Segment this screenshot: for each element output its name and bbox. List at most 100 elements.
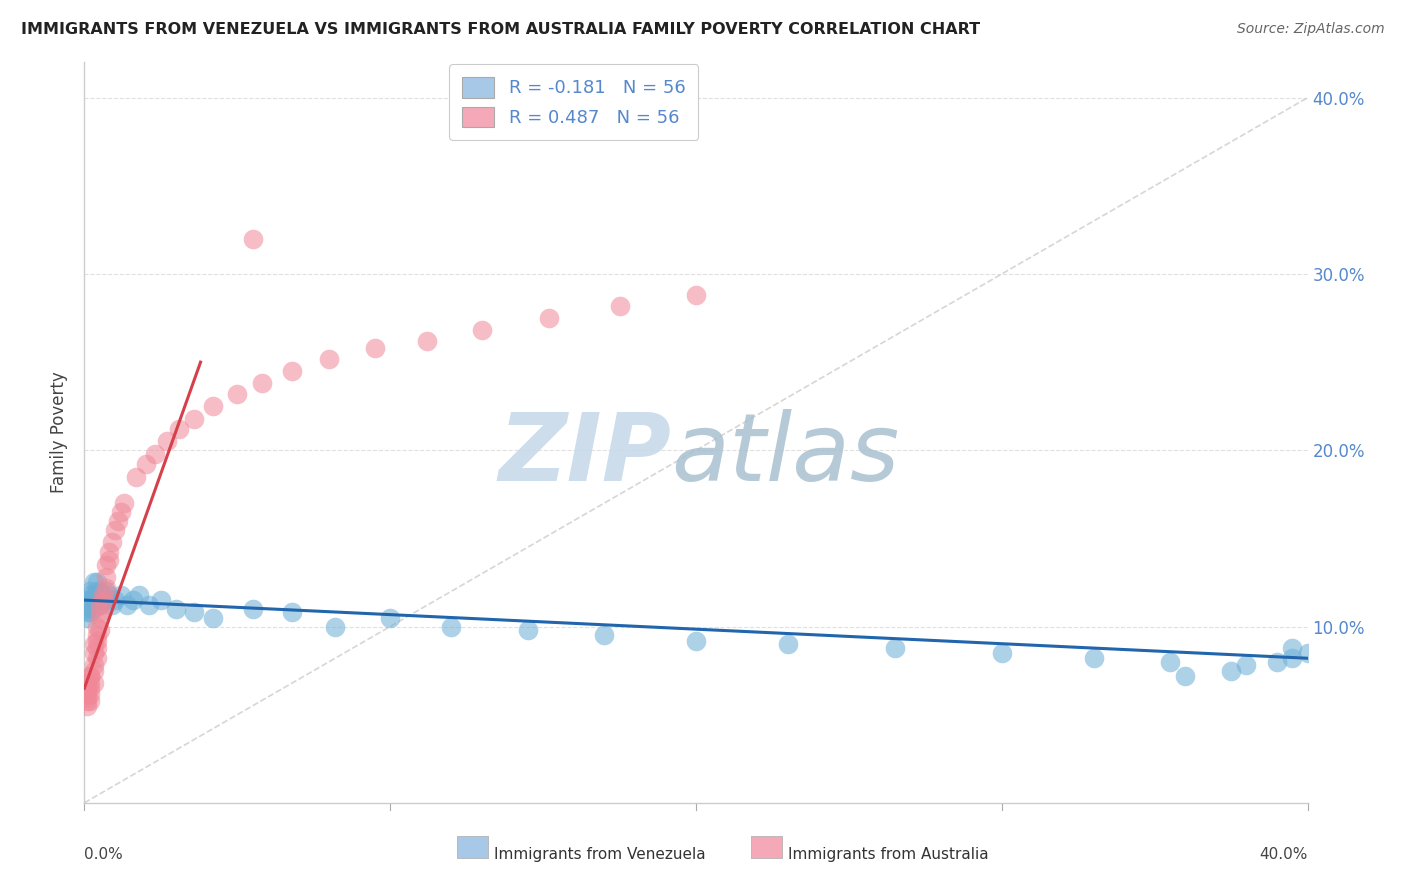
Point bbox=[183, 411, 205, 425]
Point bbox=[323, 619, 346, 633]
Point bbox=[86, 584, 108, 599]
Point bbox=[201, 610, 224, 624]
Text: 0.0%: 0.0% bbox=[84, 847, 124, 863]
Point bbox=[86, 628, 108, 642]
Point bbox=[83, 588, 105, 602]
Point bbox=[593, 628, 616, 642]
Point bbox=[79, 681, 101, 696]
Point bbox=[83, 676, 105, 690]
Point bbox=[156, 434, 179, 449]
Point bbox=[138, 599, 160, 613]
Legend: R = -0.181   N = 56, R = 0.487   N = 56: R = -0.181 N = 56, R = 0.487 N = 56 bbox=[449, 64, 699, 140]
Point bbox=[89, 606, 111, 620]
Text: IMMIGRANTS FROM VENEZUELA VS IMMIGRANTS FROM AUSTRALIA FAMILY POVERTY CORRELATIO: IMMIGRANTS FROM VENEZUELA VS IMMIGRANTS … bbox=[21, 22, 980, 37]
Point bbox=[1265, 655, 1288, 669]
Point bbox=[440, 619, 463, 633]
Point bbox=[89, 584, 111, 599]
Point bbox=[89, 599, 111, 613]
Point bbox=[1220, 664, 1243, 678]
Point bbox=[83, 602, 105, 616]
Point bbox=[83, 646, 105, 660]
Point bbox=[76, 690, 98, 704]
Text: ZIP: ZIP bbox=[499, 409, 672, 500]
Point bbox=[165, 602, 187, 616]
Point bbox=[86, 619, 108, 633]
Point bbox=[83, 664, 105, 678]
Point bbox=[94, 581, 117, 595]
Point bbox=[122, 593, 145, 607]
Point bbox=[91, 588, 114, 602]
Point bbox=[416, 334, 439, 348]
Point bbox=[242, 232, 264, 246]
Point bbox=[89, 593, 111, 607]
Point bbox=[104, 593, 127, 607]
Point bbox=[1281, 640, 1303, 655]
Point bbox=[76, 698, 98, 713]
Point bbox=[76, 693, 98, 707]
Point bbox=[76, 593, 98, 607]
Point bbox=[281, 606, 304, 620]
Point bbox=[83, 575, 105, 590]
Point bbox=[1281, 651, 1303, 665]
Point bbox=[79, 676, 101, 690]
Point bbox=[1174, 669, 1197, 683]
Text: Immigrants from Australia: Immigrants from Australia bbox=[787, 847, 988, 863]
Point bbox=[97, 588, 120, 602]
Point bbox=[89, 588, 111, 602]
Point bbox=[79, 669, 101, 683]
Point bbox=[107, 514, 129, 528]
Point bbox=[86, 640, 108, 655]
Point bbox=[883, 640, 905, 655]
Point bbox=[380, 610, 402, 624]
Y-axis label: Family Poverty: Family Poverty bbox=[51, 372, 69, 493]
Point bbox=[76, 602, 98, 616]
Point bbox=[242, 602, 264, 616]
Point bbox=[89, 599, 111, 613]
Point bbox=[110, 588, 132, 602]
Point bbox=[91, 593, 114, 607]
Point bbox=[1296, 646, 1319, 660]
Point bbox=[1083, 651, 1105, 665]
Point bbox=[94, 570, 117, 584]
Point bbox=[86, 651, 108, 665]
Text: Source: ZipAtlas.com: Source: ZipAtlas.com bbox=[1237, 22, 1385, 37]
Point bbox=[76, 610, 98, 624]
Point bbox=[991, 646, 1014, 660]
FancyBboxPatch shape bbox=[751, 836, 782, 858]
Point bbox=[125, 469, 148, 483]
Point bbox=[281, 364, 304, 378]
Point bbox=[609, 299, 631, 313]
Point bbox=[516, 623, 538, 637]
Point bbox=[76, 676, 98, 690]
Point bbox=[79, 686, 101, 700]
Point bbox=[86, 633, 108, 648]
Point bbox=[685, 633, 707, 648]
Point bbox=[83, 637, 105, 651]
Point bbox=[471, 323, 494, 337]
Text: 40.0%: 40.0% bbox=[1260, 847, 1308, 863]
Point bbox=[91, 588, 114, 602]
Point bbox=[79, 693, 101, 707]
Point bbox=[76, 599, 98, 613]
Point bbox=[776, 637, 799, 651]
Point bbox=[94, 584, 117, 599]
Point bbox=[685, 288, 707, 302]
Text: Immigrants from Venezuela: Immigrants from Venezuela bbox=[494, 847, 706, 863]
Point bbox=[83, 658, 105, 673]
Point bbox=[79, 588, 101, 602]
Point bbox=[364, 341, 387, 355]
Point bbox=[115, 599, 138, 613]
FancyBboxPatch shape bbox=[457, 836, 488, 858]
Point bbox=[86, 575, 108, 590]
Point bbox=[94, 593, 117, 607]
Point bbox=[79, 606, 101, 620]
Point bbox=[86, 593, 108, 607]
Point bbox=[97, 545, 120, 559]
Point bbox=[89, 623, 111, 637]
Point bbox=[83, 593, 105, 607]
Point bbox=[76, 606, 98, 620]
Point bbox=[97, 552, 120, 566]
Point bbox=[143, 447, 166, 461]
Point bbox=[89, 610, 111, 624]
Point bbox=[101, 599, 124, 613]
